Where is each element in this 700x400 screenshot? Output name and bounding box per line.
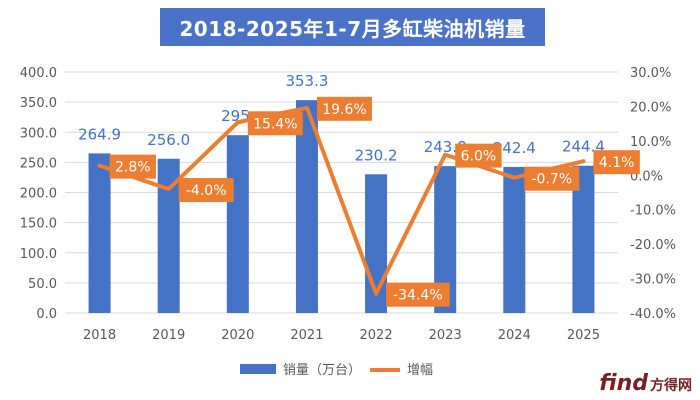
growth-label: 6.0% bbox=[461, 149, 497, 165]
y-right-tick-label: -20.0% bbox=[630, 238, 676, 253]
bar bbox=[226, 135, 249, 313]
y-left-tick-label: 0.0 bbox=[36, 307, 57, 322]
bar-value-label: 256.0 bbox=[147, 131, 190, 149]
y-left-tick-label: 150.0 bbox=[20, 217, 57, 232]
y-right-tick-label: 10.0% bbox=[630, 135, 671, 150]
x-tick-label: 2023 bbox=[429, 328, 462, 343]
bar-value-label: 242.4 bbox=[493, 139, 536, 157]
x-tick-label: 2024 bbox=[498, 328, 531, 343]
growth-label-box bbox=[316, 96, 372, 121]
growth-label: 4.1% bbox=[599, 155, 635, 171]
growth-label-box bbox=[178, 178, 234, 203]
growth-label-box bbox=[524, 166, 580, 191]
y-left-tick-label: 250.0 bbox=[20, 156, 57, 171]
y-right-tick-label: -10.0% bbox=[630, 204, 676, 219]
legend-line-label: 增幅 bbox=[407, 363, 433, 378]
y-left-tick-label: 100.0 bbox=[20, 247, 57, 262]
y-left-tick-label: 200.0 bbox=[20, 187, 57, 202]
growth-label-box bbox=[109, 154, 156, 179]
x-tick-label: 2022 bbox=[360, 328, 393, 343]
watermark-brand: find bbox=[599, 371, 648, 396]
bar bbox=[503, 166, 526, 313]
growth-label: -4.0% bbox=[186, 183, 227, 199]
chart-title: 2018-2025年1-7月多缸柴油机销量 bbox=[179, 16, 526, 41]
growth-line bbox=[97, 105, 586, 296]
bar bbox=[157, 158, 180, 313]
chart-title-box: 2018-2025年1-7月多缸柴油机销量 bbox=[160, 8, 545, 46]
x-tick-label: 2019 bbox=[152, 328, 185, 343]
x-tick-label: 2018 bbox=[83, 328, 116, 343]
y-left-tick-label: 300.0 bbox=[20, 126, 57, 141]
legend-bar-label: 销量（万台） bbox=[283, 363, 361, 378]
bar-value-label: 264.9 bbox=[78, 125, 121, 143]
bar-value-label: 230.2 bbox=[355, 146, 398, 164]
y-left-tick-label: 400.0 bbox=[20, 66, 57, 81]
x-tick-label: 2020 bbox=[221, 328, 254, 343]
watermark-suffix: 方得网 bbox=[650, 378, 692, 394]
growth-label: 2.8% bbox=[115, 160, 151, 176]
watermark-logo: find 方得网 bbox=[599, 371, 692, 396]
growth-label: -34.4% bbox=[393, 288, 443, 304]
y-left-tick-label: 350.0 bbox=[20, 96, 57, 111]
y-right-tick-label: 30.0% bbox=[630, 66, 671, 81]
growth-label-box bbox=[247, 111, 303, 136]
growth-label-box bbox=[455, 143, 502, 168]
bar bbox=[434, 166, 457, 313]
y-right-tick-label: -40.0% bbox=[630, 307, 676, 322]
x-tick-label: 2021 bbox=[290, 328, 323, 343]
growth-label: -0.7% bbox=[532, 172, 573, 188]
bar bbox=[572, 165, 595, 313]
bar bbox=[88, 153, 111, 313]
bar bbox=[295, 100, 318, 313]
bar-value-label: 353.3 bbox=[285, 72, 328, 90]
growth-label: 15.4% bbox=[253, 116, 297, 132]
y-right-tick-label: -30.0% bbox=[630, 273, 676, 288]
y-left-tick-label: 50.0 bbox=[28, 277, 57, 292]
growth-label-box bbox=[386, 282, 450, 307]
growth-label-box bbox=[593, 150, 640, 175]
growth-label: 19.6% bbox=[322, 102, 366, 118]
y-right-tick-label: 20.0% bbox=[630, 100, 671, 115]
x-tick-label: 2025 bbox=[567, 328, 600, 343]
legend-bar-swatch bbox=[240, 364, 276, 374]
